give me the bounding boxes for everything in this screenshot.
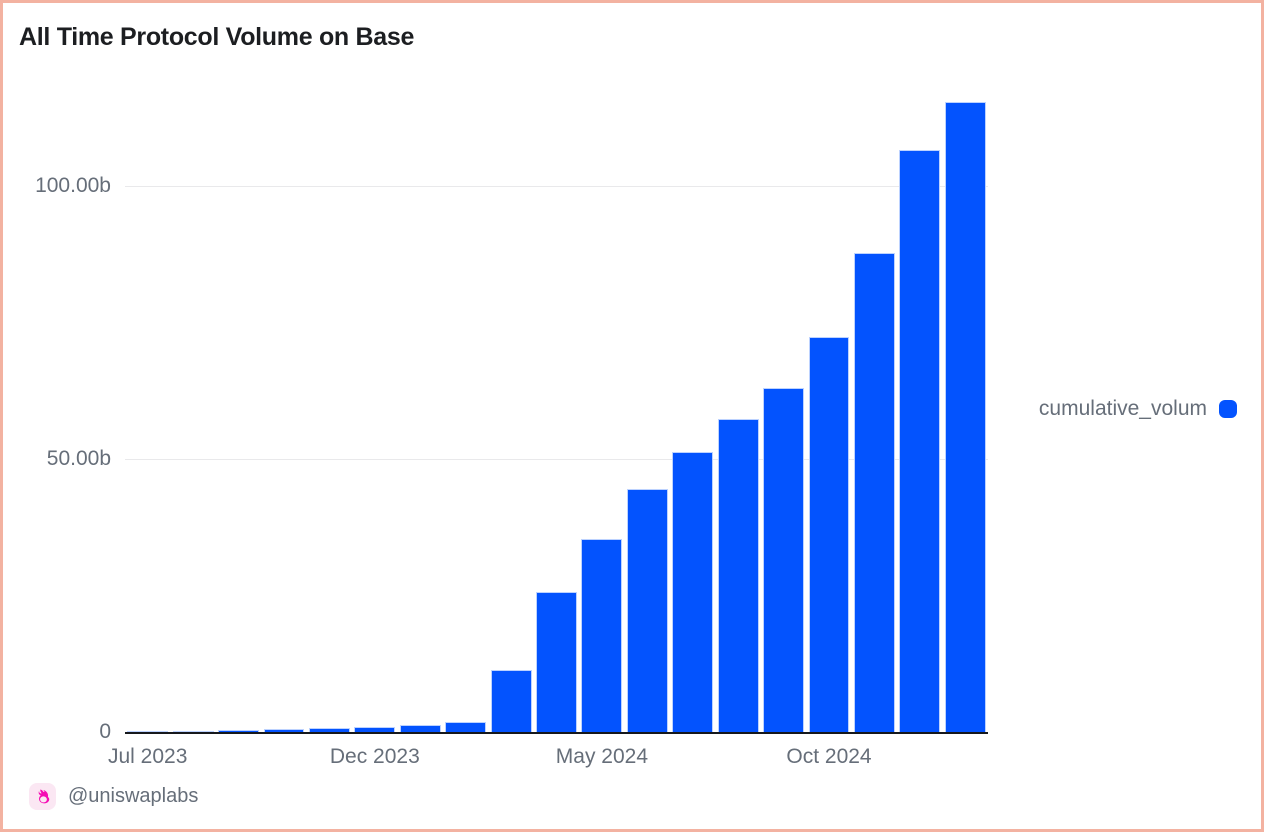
plot-area — [125, 93, 988, 734]
bar[interactable] — [445, 721, 487, 732]
bar[interactable] — [763, 388, 805, 732]
legend-label: cumulative_volum — [1038, 397, 1207, 420]
bar[interactable] — [944, 102, 986, 732]
gridline — [125, 459, 988, 461]
bar[interactable] — [354, 726, 396, 732]
bar[interactable] — [536, 591, 577, 732]
gridline — [125, 186, 988, 188]
legend[interactable]: cumulative_volum — [1039, 397, 1237, 421]
uniswap-unicorn-icon — [29, 783, 56, 810]
bar[interactable] — [626, 489, 668, 732]
bar[interactable] — [490, 670, 532, 732]
attribution-handle: @uniswaplabs — [68, 785, 199, 807]
legend-marker-icon — [1219, 400, 1237, 418]
bar[interactable] — [581, 538, 623, 732]
x-tick-label: Oct 2024 — [786, 745, 872, 768]
bar[interactable] — [263, 729, 305, 732]
x-tick-label: May 2024 — [555, 745, 649, 768]
bar[interactable] — [853, 252, 895, 732]
x-tick-label: Dec 2023 — [329, 745, 420, 768]
bar[interactable] — [672, 452, 714, 732]
bar[interactable] — [308, 727, 350, 732]
y-tick-label: 50.00b — [46, 447, 111, 471]
bar[interactable] — [218, 730, 259, 732]
attribution[interactable]: @uniswaplabs — [29, 783, 198, 810]
x-tick-label: Jul 2023 — [108, 745, 188, 768]
bar[interactable] — [717, 418, 759, 732]
bar[interactable] — [127, 731, 169, 732]
y-tick-label: 0 — [99, 720, 111, 743]
bar[interactable] — [899, 150, 941, 732]
y-axis: 0 50.00b 100.00b — [3, 93, 111, 743]
chart-title: All Time Protocol Volume on Base — [19, 23, 415, 51]
bar[interactable] — [399, 725, 441, 732]
bar[interactable] — [808, 336, 850, 732]
x-axis: Jul 2023 Dec 2023 May 2024 Oct 2024 — [108, 745, 988, 775]
bar[interactable] — [172, 730, 214, 732]
x-axis-line — [125, 732, 988, 734]
y-tick-label: 100.00b — [35, 174, 111, 198]
